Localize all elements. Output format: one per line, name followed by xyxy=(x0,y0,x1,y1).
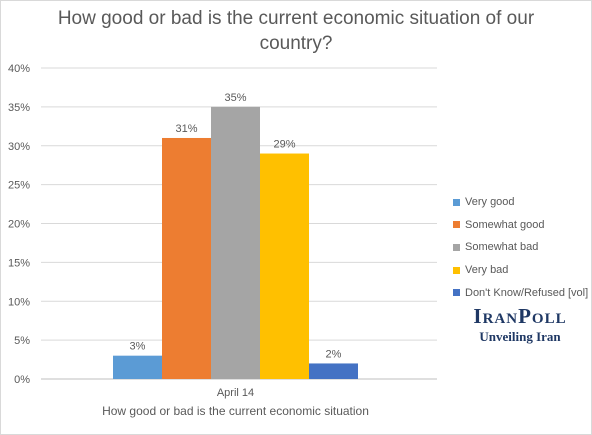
legend-swatch xyxy=(453,221,460,229)
logo-tagline: Unveiling Iran xyxy=(479,329,561,344)
legend-swatch xyxy=(453,198,460,206)
legend-item: Very bad xyxy=(453,259,588,282)
legend-item: Somewhat good xyxy=(453,214,588,237)
legend-label: Very bad xyxy=(465,264,509,277)
chart-title-line-2: country? xyxy=(259,33,333,54)
y-tick-label: 5% xyxy=(14,335,30,347)
legend-item: Don't Know/Refused [vol] xyxy=(453,281,588,304)
bar xyxy=(260,153,309,379)
chart-title-line-1: How good or bad is the current economic … xyxy=(57,8,535,29)
legend-label: Somewhat bad xyxy=(465,241,539,254)
logo-name: IranPoll xyxy=(473,304,567,328)
y-tick-label: 35% xyxy=(8,102,30,114)
data-label: 29% xyxy=(273,139,295,151)
y-tick-label: 15% xyxy=(8,257,30,269)
legend-item: Very good xyxy=(453,191,588,214)
chart-legend: Very good Somewhat good Somewhat bad Very b… xyxy=(453,191,588,304)
chart-title: How good or bad is the current economic … xyxy=(0,6,592,56)
y-tick-label: 30% xyxy=(8,141,30,153)
bar xyxy=(113,355,162,379)
y-tick-label: 0% xyxy=(14,374,30,386)
legend-label: Somewhat good xyxy=(465,218,545,231)
y-tick-label: 10% xyxy=(8,296,30,308)
legend-swatch xyxy=(453,243,460,251)
data-label: 3% xyxy=(130,341,146,353)
data-label: 31% xyxy=(175,123,197,135)
bar xyxy=(211,106,260,379)
legend-swatch xyxy=(453,289,460,297)
y-tick-label: 40% xyxy=(8,63,30,75)
legend-item: Somewhat bad xyxy=(453,236,588,259)
y-tick-label: 20% xyxy=(8,219,30,231)
y-tick-label: 25% xyxy=(8,180,30,192)
legend-label: Very good xyxy=(465,196,515,209)
legend-label: Don't Know/Refused [vol] xyxy=(465,286,589,299)
x-tick-label: April 14 xyxy=(217,387,254,399)
data-label: 2% xyxy=(326,348,342,360)
iranpoll-logo: IranPoll Unveiling Iran xyxy=(462,304,578,346)
data-label: 35% xyxy=(224,92,246,104)
bar xyxy=(162,137,211,379)
bar xyxy=(309,363,358,379)
legend-swatch xyxy=(453,266,460,274)
x-axis-title: How good or bad is the current economic … xyxy=(102,404,369,418)
